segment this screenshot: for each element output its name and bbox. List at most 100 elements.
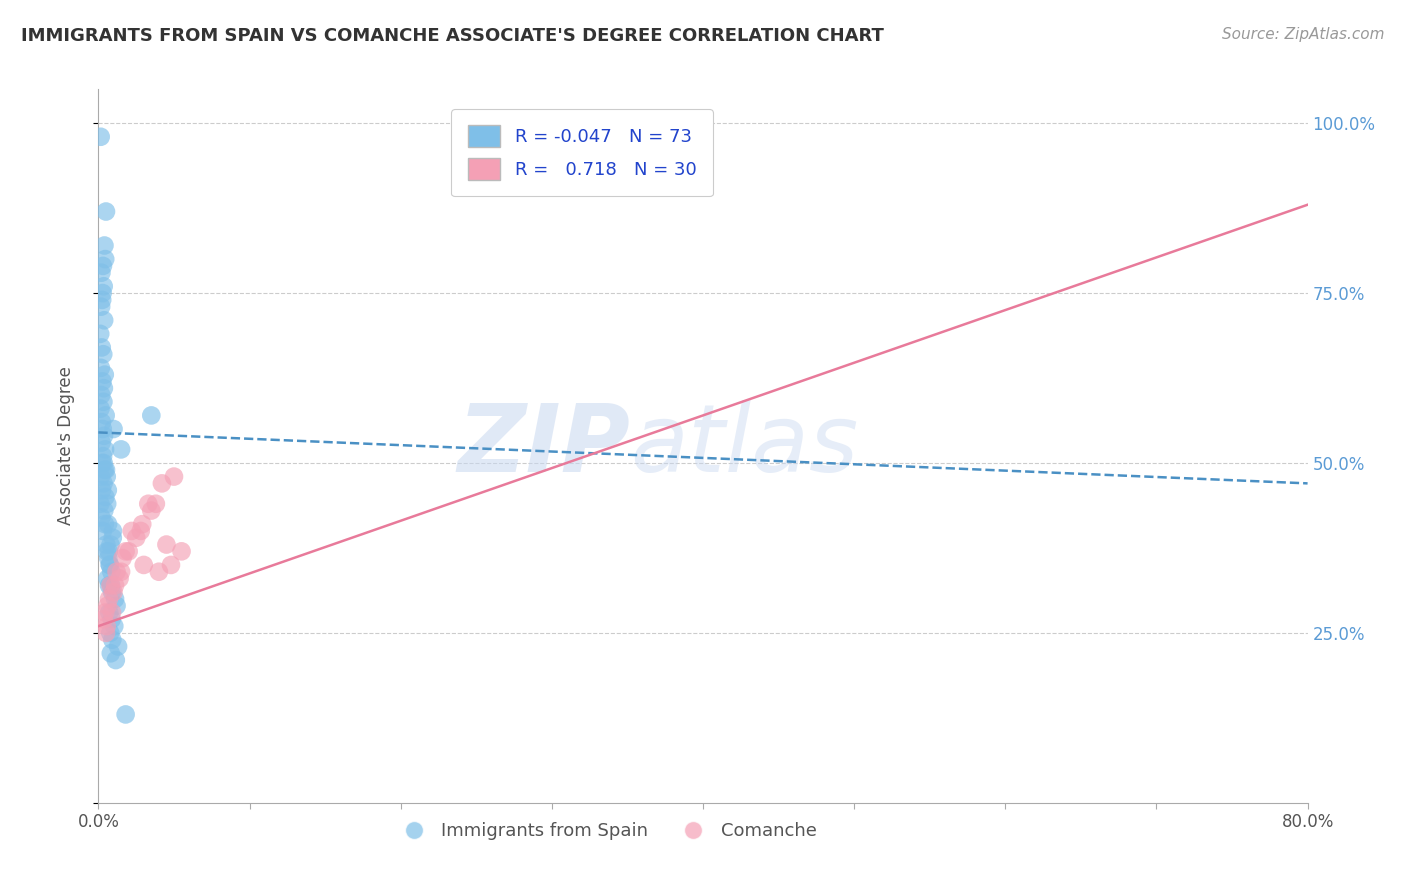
Point	[90, 435, 112, 450]
Point	[96, 544, 118, 558]
Point	[100, 646, 122, 660]
Text: atlas: atlas	[630, 401, 859, 491]
Text: IMMIGRANTS FROM SPAIN VS COMANCHE ASSOCIATE'S DEGREE CORRELATION CHART: IMMIGRANTS FROM SPAIN VS COMANCHE ASSOCI…	[21, 27, 884, 45]
Point	[90, 469, 112, 483]
Point	[98, 558, 121, 572]
Point	[110, 565, 132, 579]
Point	[91, 259, 114, 273]
Point	[145, 497, 167, 511]
Point	[101, 531, 124, 545]
Point	[97, 517, 120, 532]
Point	[155, 537, 177, 551]
Point	[96, 599, 118, 613]
Y-axis label: Associate's Degree: Associate's Degree	[56, 367, 75, 525]
Point	[90, 415, 112, 429]
Point	[104, 653, 127, 667]
Point	[114, 544, 136, 558]
Point	[118, 544, 141, 558]
Point	[160, 558, 183, 572]
Point	[131, 517, 153, 532]
Point	[150, 476, 173, 491]
Point	[96, 497, 118, 511]
Text: Source: ZipAtlas.com: Source: ZipAtlas.com	[1222, 27, 1385, 42]
Point	[105, 599, 128, 613]
Point	[98, 606, 121, 620]
Point	[89, 497, 111, 511]
Point	[93, 381, 115, 395]
Point	[90, 388, 112, 402]
Point	[94, 442, 117, 457]
Point	[93, 429, 115, 443]
Point	[93, 313, 115, 327]
Point	[97, 483, 120, 498]
Point	[100, 537, 122, 551]
Point	[101, 585, 124, 599]
Point	[100, 612, 122, 626]
Point	[129, 524, 152, 538]
Point	[100, 565, 122, 579]
Point	[94, 409, 117, 423]
Point	[91, 293, 114, 307]
Point	[148, 565, 170, 579]
Point	[93, 394, 115, 409]
Point	[98, 591, 121, 606]
Point	[93, 476, 115, 491]
Point	[91, 347, 114, 361]
Point	[100, 578, 122, 592]
Point	[94, 463, 117, 477]
Point	[90, 266, 112, 280]
Point	[163, 469, 186, 483]
Point	[91, 524, 114, 538]
Point	[111, 551, 134, 566]
Point	[91, 483, 114, 498]
Point	[91, 456, 114, 470]
Point	[125, 531, 148, 545]
Point	[96, 537, 118, 551]
Point	[114, 707, 136, 722]
Point	[101, 632, 124, 647]
Point	[90, 360, 112, 375]
Point	[93, 456, 115, 470]
Point	[110, 442, 132, 457]
Point	[104, 578, 127, 592]
Point	[121, 524, 143, 538]
Point	[136, 497, 159, 511]
Point	[94, 368, 117, 382]
Point	[91, 449, 114, 463]
Point	[97, 551, 120, 566]
Point	[103, 585, 125, 599]
Point	[103, 619, 125, 633]
Point	[90, 401, 112, 416]
Point	[93, 279, 115, 293]
Point	[100, 578, 122, 592]
Point	[93, 503, 115, 517]
Point	[96, 572, 118, 586]
Point	[91, 286, 114, 301]
Point	[94, 204, 117, 219]
Point	[107, 640, 129, 654]
Point	[89, 326, 111, 341]
Point	[94, 626, 117, 640]
Point	[93, 463, 115, 477]
Point	[98, 558, 121, 572]
Point	[94, 252, 117, 266]
Legend: Immigrants from Spain, Comanche: Immigrants from Spain, Comanche	[389, 815, 824, 847]
Point	[90, 341, 112, 355]
Point	[97, 544, 120, 558]
Point	[104, 591, 127, 606]
Point	[105, 565, 128, 579]
Point	[91, 375, 114, 389]
Point	[96, 469, 118, 483]
Point	[90, 129, 112, 144]
Text: ZIP: ZIP	[457, 400, 630, 492]
Point	[101, 606, 124, 620]
Point	[141, 503, 163, 517]
Point	[170, 544, 193, 558]
Point	[96, 619, 118, 633]
Point	[94, 490, 117, 504]
Point	[101, 524, 124, 538]
Point	[91, 422, 114, 436]
Point	[98, 578, 121, 592]
Point	[108, 572, 131, 586]
Point	[94, 517, 117, 532]
